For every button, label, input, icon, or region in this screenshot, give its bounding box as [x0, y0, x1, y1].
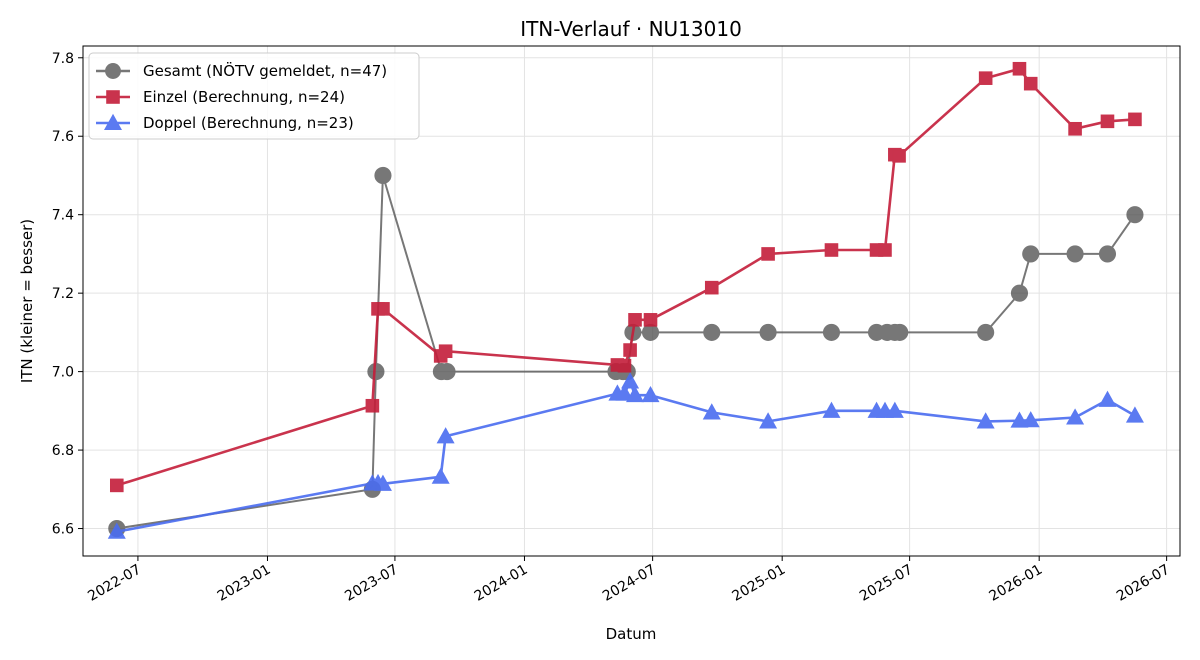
data-point: [1023, 76, 1038, 91]
data-point: [436, 427, 455, 444]
data-point: [878, 243, 892, 257]
series-square: [109, 61, 1142, 493]
y-tick-label: 6.6: [52, 522, 74, 538]
legend-label: Einzel (Berechnung, n=24): [143, 88, 345, 106]
data-point: [365, 398, 380, 413]
data-point: [1098, 390, 1117, 407]
data-point: [892, 149, 906, 163]
data-point: [1066, 245, 1084, 263]
data-point: [626, 385, 645, 403]
data-point: [438, 363, 456, 381]
data-point: [641, 323, 660, 341]
y-tick-label: 7.0: [52, 365, 74, 381]
legend-label: Gesamt (NÖTV gemeldet, n=47): [143, 61, 387, 80]
data-point: [824, 243, 839, 257]
data-point: [628, 313, 642, 327]
data-point: [431, 467, 450, 484]
data-point: [703, 323, 721, 341]
data-point: [1125, 406, 1144, 423]
data-point: [1010, 411, 1029, 428]
data-point: [1126, 206, 1144, 224]
series-group: [107, 61, 1144, 539]
data-point: [373, 474, 392, 491]
data-point: [759, 323, 777, 341]
data-point: [109, 478, 124, 493]
y-tick-label: 7.4: [52, 208, 74, 224]
data-point: [1066, 408, 1085, 425]
data-point: [891, 323, 909, 341]
data-point: [376, 302, 390, 316]
data-point: [1012, 61, 1027, 76]
data-point: [615, 384, 634, 401]
legend-label: Doppel (Berechnung, n=23): [143, 114, 354, 132]
x-axis-label: Datum: [606, 625, 657, 643]
legend-marker: [103, 113, 123, 131]
data-point: [438, 344, 453, 359]
y-axis-ticks: 6.6 6.8 7.0 7.2 7.4 7.6 7.8: [52, 51, 83, 538]
data-point: [107, 522, 126, 539]
data-point: [977, 323, 995, 341]
y-tick-label: 7.2: [52, 286, 74, 302]
data-point: [761, 247, 775, 261]
data-point: [1022, 245, 1040, 263]
data-point: [759, 412, 778, 429]
data-point: [822, 323, 841, 341]
data-point: [1100, 114, 1115, 129]
data-point: [1128, 112, 1142, 127]
data-point: [1021, 411, 1040, 428]
data-point: [621, 372, 640, 389]
data-point: [702, 403, 721, 420]
chart-title: ITN-Verlauf · NU13010: [520, 17, 742, 41]
data-point: [643, 313, 658, 327]
data-point: [704, 280, 719, 295]
data-point: [978, 71, 993, 85]
data-point: [623, 343, 637, 357]
legend-marker: [106, 90, 120, 104]
series-triangle: [107, 372, 1144, 539]
legend: Gesamt (NÖTV gemeldet, n=47) Einzel (Bere…: [88, 52, 420, 140]
data-point: [976, 412, 995, 429]
data-point: [885, 401, 904, 418]
plot-frame: [82, 45, 1181, 557]
y-tick-label: 6.8: [52, 443, 74, 459]
data-point: [374, 166, 392, 185]
data-point: [1098, 245, 1117, 263]
y-tick-label: 7.6: [52, 129, 74, 145]
data-point: [1068, 121, 1082, 136]
data-point: [641, 385, 660, 403]
y-tick-label: 7.8: [52, 51, 74, 67]
data-point: [617, 358, 632, 373]
data-point: [1010, 284, 1029, 302]
legend-entry: [96, 113, 130, 131]
y-axis-label: ITN (kleiner = besser): [18, 219, 36, 383]
legend-entry: [96, 90, 130, 104]
legend-box: [88, 52, 420, 140]
legend-entry: [96, 63, 130, 79]
legend-marker: [105, 63, 121, 79]
data-point: [822, 401, 841, 418]
